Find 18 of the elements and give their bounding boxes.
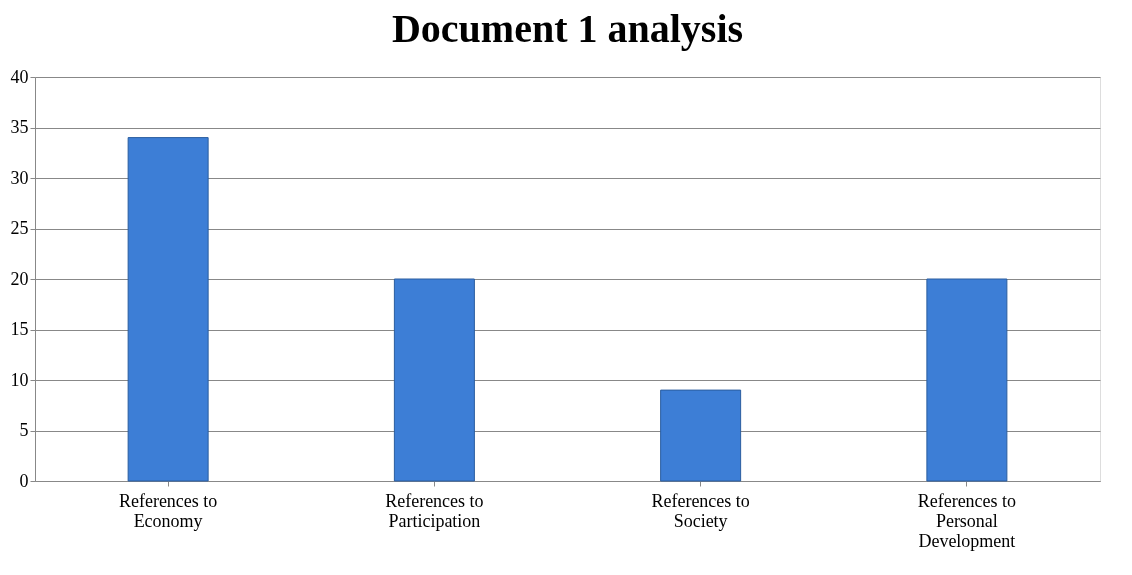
x-tick-label: References to Economy bbox=[118, 490, 218, 531]
y-tick-label: 0 bbox=[19, 470, 29, 491]
chart-title: Document 1 analysis bbox=[391, 6, 744, 51]
y-tick-label: 40 bbox=[10, 66, 29, 87]
bar bbox=[660, 389, 742, 482]
y-tick-label: 15 bbox=[10, 319, 29, 339]
x-tick-label: References to Society bbox=[651, 490, 750, 531]
y-tick-label: 20 bbox=[10, 268, 29, 289]
x-tick-label: References to Participation bbox=[385, 490, 484, 531]
y-tick-label: 30 bbox=[10, 167, 29, 188]
y-tick-label: 10 bbox=[10, 369, 29, 390]
x-tick-label: References to Personal Development bbox=[917, 490, 1017, 551]
y-tick-label: 5 bbox=[19, 420, 29, 440]
bar bbox=[127, 137, 209, 482]
y-tick-label: 25 bbox=[10, 218, 29, 238]
bar bbox=[393, 278, 475, 482]
y-tick-label: 35 bbox=[10, 117, 29, 137]
bar bbox=[926, 278, 1008, 482]
